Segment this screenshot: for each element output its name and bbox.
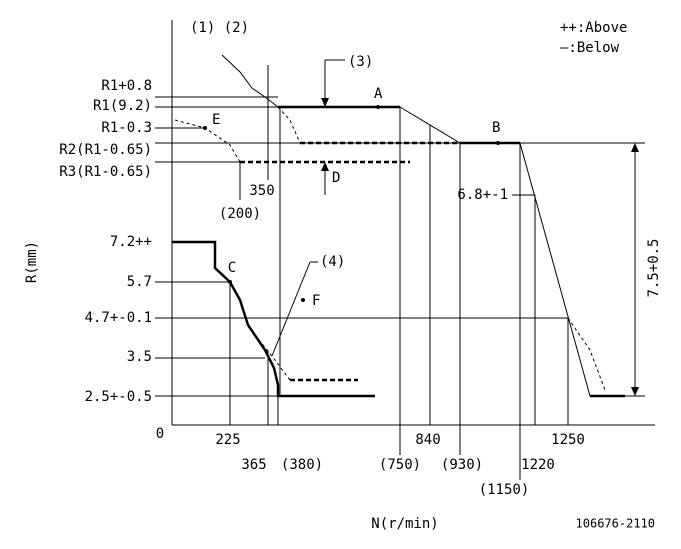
label: R3(R1-0.65) — [59, 164, 152, 180]
label: 0 — [156, 426, 164, 442]
label: R1(9.2) — [93, 98, 152, 114]
label: N(r/min) — [371, 516, 438, 532]
label: 225 — [215, 432, 240, 448]
label: C — [228, 260, 236, 276]
label: 7.5+0.5 — [646, 238, 662, 297]
label: 1220 — [521, 457, 555, 473]
label: 365 — [241, 457, 266, 473]
label: R1-0.3 — [101, 120, 152, 136]
label: (380) — [281, 457, 323, 473]
label: (1) (2) — [190, 20, 249, 36]
label: ++:Above — [560, 20, 627, 36]
label: (3) — [348, 54, 373, 70]
label: D — [332, 170, 340, 186]
label: (200) — [219, 206, 261, 222]
label: 350 — [249, 183, 274, 199]
label: 2.5+-0.5 — [85, 389, 152, 405]
label: 840 — [415, 432, 440, 448]
label: A — [374, 86, 383, 102]
label: (1150) — [479, 482, 530, 498]
label: 1250 — [551, 432, 585, 448]
label: R1+0.8 — [101, 78, 152, 94]
label: 5.7 — [127, 274, 152, 290]
label: 4.7+-0.1 — [85, 310, 152, 326]
label: E — [212, 112, 220, 128]
label: B — [492, 120, 500, 136]
label: —:Below — [560, 40, 620, 56]
label: 7.2++ — [110, 234, 152, 250]
drawing — [155, 20, 655, 480]
label: 3.5 — [127, 349, 152, 365]
label: 106676-2110 — [576, 517, 655, 531]
label: R2(R1-0.65) — [59, 142, 152, 158]
label: (750) — [379, 457, 421, 473]
label: (4) — [320, 254, 345, 270]
label: R(mm) — [24, 241, 40, 283]
labels: (1) (2) ++:Above —:Below (3) R1+0.8 R1(9… — [24, 20, 662, 532]
label: (930) — [441, 457, 483, 473]
label: F — [312, 293, 320, 309]
label: 6.8+-1 — [457, 187, 508, 203]
